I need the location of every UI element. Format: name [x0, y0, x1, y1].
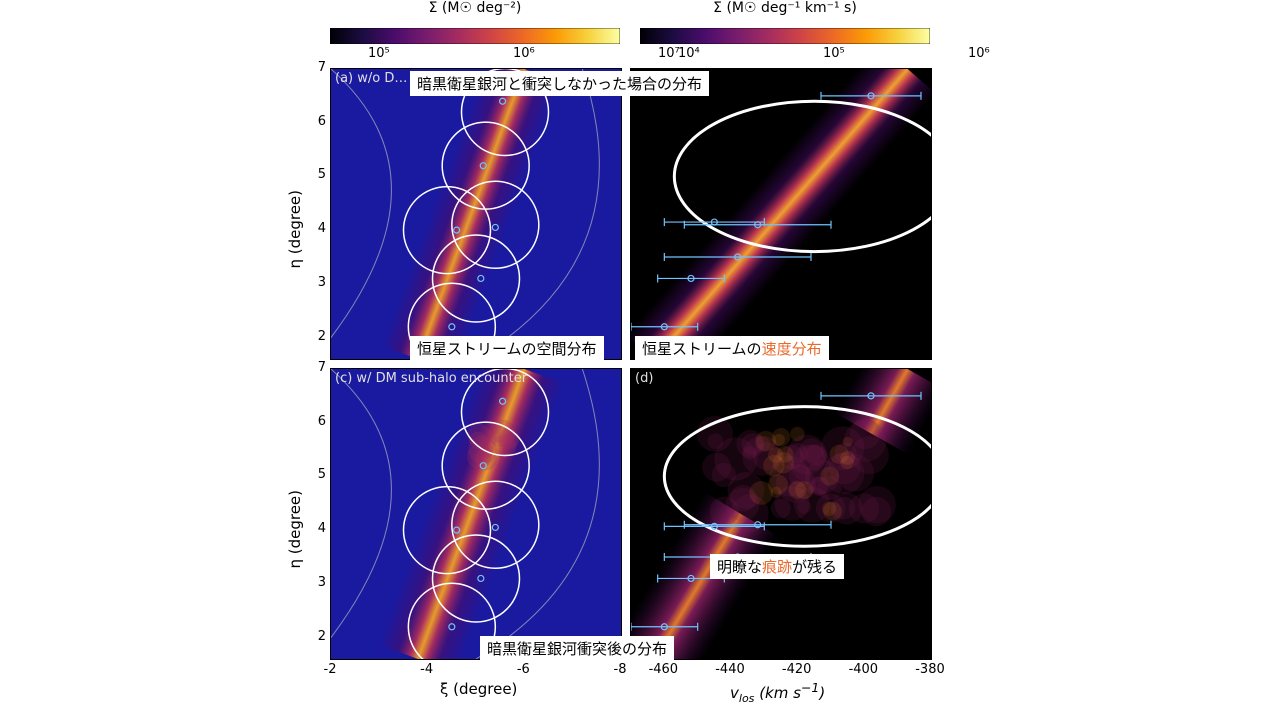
colorbar-right-label: Σ (M☉ deg⁻¹ km⁻¹ s): [640, 0, 930, 16]
panel-a: (a) w/o D…: [330, 68, 622, 360]
panel-c: (c) w/ DM sub-halo encounter: [330, 368, 622, 660]
colorbar-area: Σ (M☉ deg⁻²) Σ (M☉ deg⁻¹ km⁻¹ s) 10⁵10⁶1…: [330, 0, 950, 50]
annotation-top: 暗黒衛星銀河と衝突しなかった場合の分布: [410, 71, 709, 96]
panel-b: [630, 68, 932, 360]
panel-a-tag: (a) w/o D…: [335, 71, 407, 86]
colorbar-right: [640, 28, 930, 44]
annotation-trace-pre: 明瞭な: [717, 558, 762, 576]
panel-c-svg: [331, 369, 621, 659]
annotation-trace-accent: 痕跡: [762, 558, 792, 576]
panel-a-svg: [331, 69, 621, 359]
annotation-trace: 明瞭な痕跡が残る: [710, 554, 844, 579]
annotation-right-caption: 恒星ストリームの速度分布: [635, 336, 829, 361]
y-axis-label-bottom: η (degree): [286, 490, 304, 569]
x-axis-label-left: ξ (degree): [440, 680, 517, 698]
figure: Σ (M☉ deg⁻²) Σ (M☉ deg⁻¹ km⁻¹ s) 10⁵10⁶1…: [280, 0, 1000, 720]
panel-d-tag: (d): [635, 371, 653, 386]
x-axis-label-right: vlos (km s−1): [730, 680, 825, 705]
panel-d-svg: [631, 369, 931, 659]
colorbar-left-label: Σ (M☉ deg⁻²): [330, 0, 620, 16]
y-axis-label-top: η (degree): [286, 190, 304, 269]
annotation-right-caption-pre: 恒星ストリームの: [642, 340, 762, 358]
annotation-bottom: 暗黒衛星銀河衝突後の分布: [480, 636, 674, 661]
panel-b-svg: [631, 69, 931, 359]
annotation-trace-post: が残る: [792, 558, 837, 576]
annotation-left-caption: 恒星ストリームの空間分布: [410, 336, 604, 361]
annotation-right-caption-accent: 速度分布: [762, 340, 822, 358]
colorbar-left: [330, 28, 620, 44]
panel-c-tag: (c) w/ DM sub-halo encounter: [335, 371, 527, 386]
panel-d: (d): [630, 368, 932, 660]
